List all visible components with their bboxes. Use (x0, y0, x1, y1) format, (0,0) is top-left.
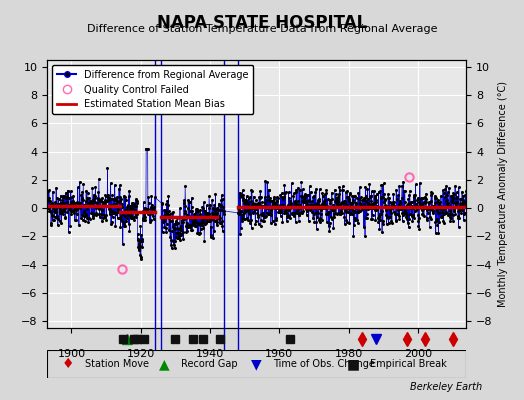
Text: ▼: ▼ (252, 357, 262, 371)
Text: 1980: 1980 (334, 349, 363, 359)
Text: Station Move: Station Move (85, 359, 149, 369)
Text: Time of Obs. Change: Time of Obs. Change (274, 359, 375, 369)
Legend: Difference from Regional Average, Quality Control Failed, Estimated Station Mean: Difference from Regional Average, Qualit… (52, 65, 254, 114)
Y-axis label: Monthly Temperature Anomaly Difference (°C): Monthly Temperature Anomaly Difference (… (498, 81, 508, 307)
Text: ▲: ▲ (159, 357, 170, 371)
Text: NAPA STATE HOSPITAL: NAPA STATE HOSPITAL (157, 14, 367, 32)
Text: Empirical Break: Empirical Break (370, 359, 446, 369)
Text: Difference of Station Temperature Data from Regional Average: Difference of Station Temperature Data f… (87, 24, 437, 34)
Text: ■: ■ (346, 357, 360, 371)
Text: 2000: 2000 (404, 349, 432, 359)
Text: Berkeley Earth: Berkeley Earth (410, 382, 482, 392)
Text: Record Gap: Record Gap (181, 359, 238, 369)
Text: 1900: 1900 (57, 349, 85, 359)
Text: ♦: ♦ (62, 357, 74, 371)
Text: 1960: 1960 (265, 349, 293, 359)
Text: 1920: 1920 (127, 349, 155, 359)
Text: 1940: 1940 (196, 349, 224, 359)
